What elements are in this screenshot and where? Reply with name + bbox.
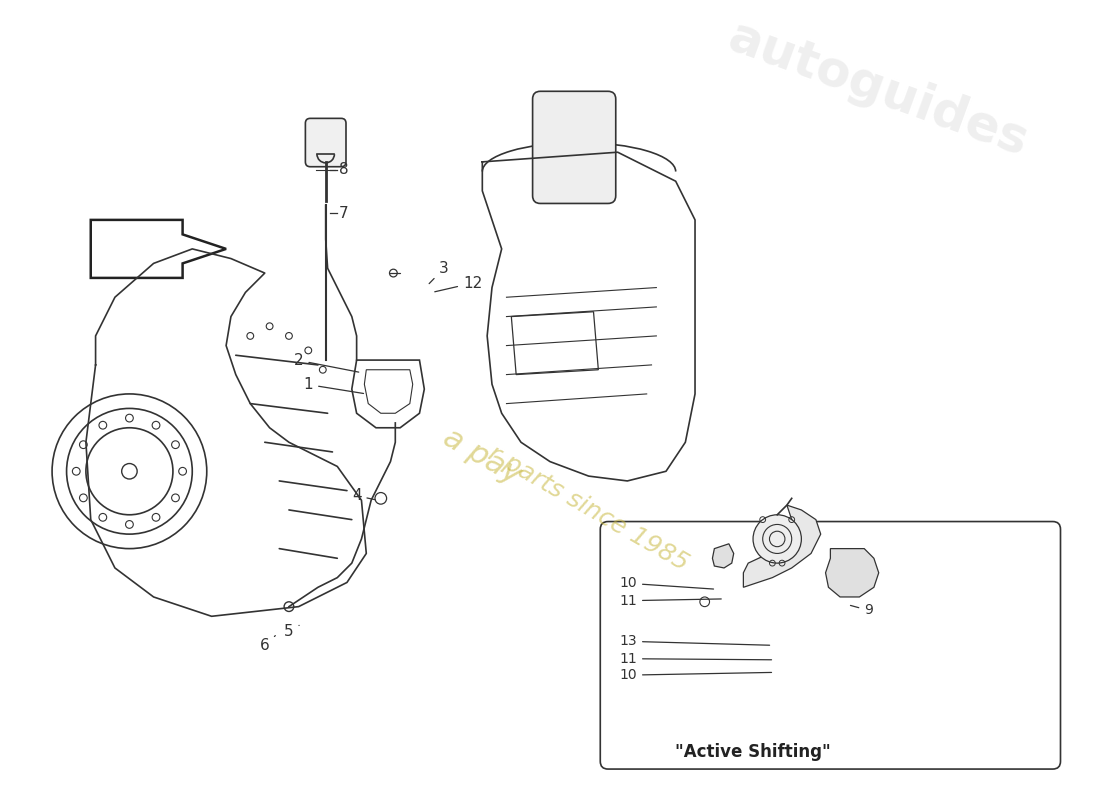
FancyBboxPatch shape	[306, 118, 346, 166]
Text: 10: 10	[619, 576, 714, 590]
Text: 4: 4	[352, 488, 375, 503]
Polygon shape	[826, 549, 879, 597]
Text: 2: 2	[294, 353, 359, 372]
Text: 9: 9	[850, 603, 873, 618]
Text: 1: 1	[304, 377, 364, 394]
Text: a pay: a pay	[439, 423, 526, 490]
Text: 12: 12	[434, 275, 482, 292]
Text: 11: 11	[619, 594, 722, 608]
FancyBboxPatch shape	[532, 91, 616, 203]
Text: 11: 11	[619, 652, 771, 666]
Text: 7: 7	[339, 206, 349, 221]
Text: 6: 6	[260, 636, 275, 653]
Text: 8: 8	[339, 162, 349, 177]
Text: 10: 10	[619, 668, 771, 682]
Text: 3: 3	[429, 261, 449, 284]
Text: "Active Shifting": "Active Shifting"	[675, 742, 830, 761]
Circle shape	[754, 514, 802, 563]
FancyBboxPatch shape	[601, 522, 1060, 769]
Text: 13: 13	[619, 634, 770, 648]
Text: autoguides: autoguides	[722, 13, 1035, 166]
Text: 5: 5	[284, 624, 299, 638]
Polygon shape	[744, 505, 821, 587]
Text: r parts since 1985: r parts since 1985	[484, 441, 693, 575]
Polygon shape	[713, 544, 734, 568]
